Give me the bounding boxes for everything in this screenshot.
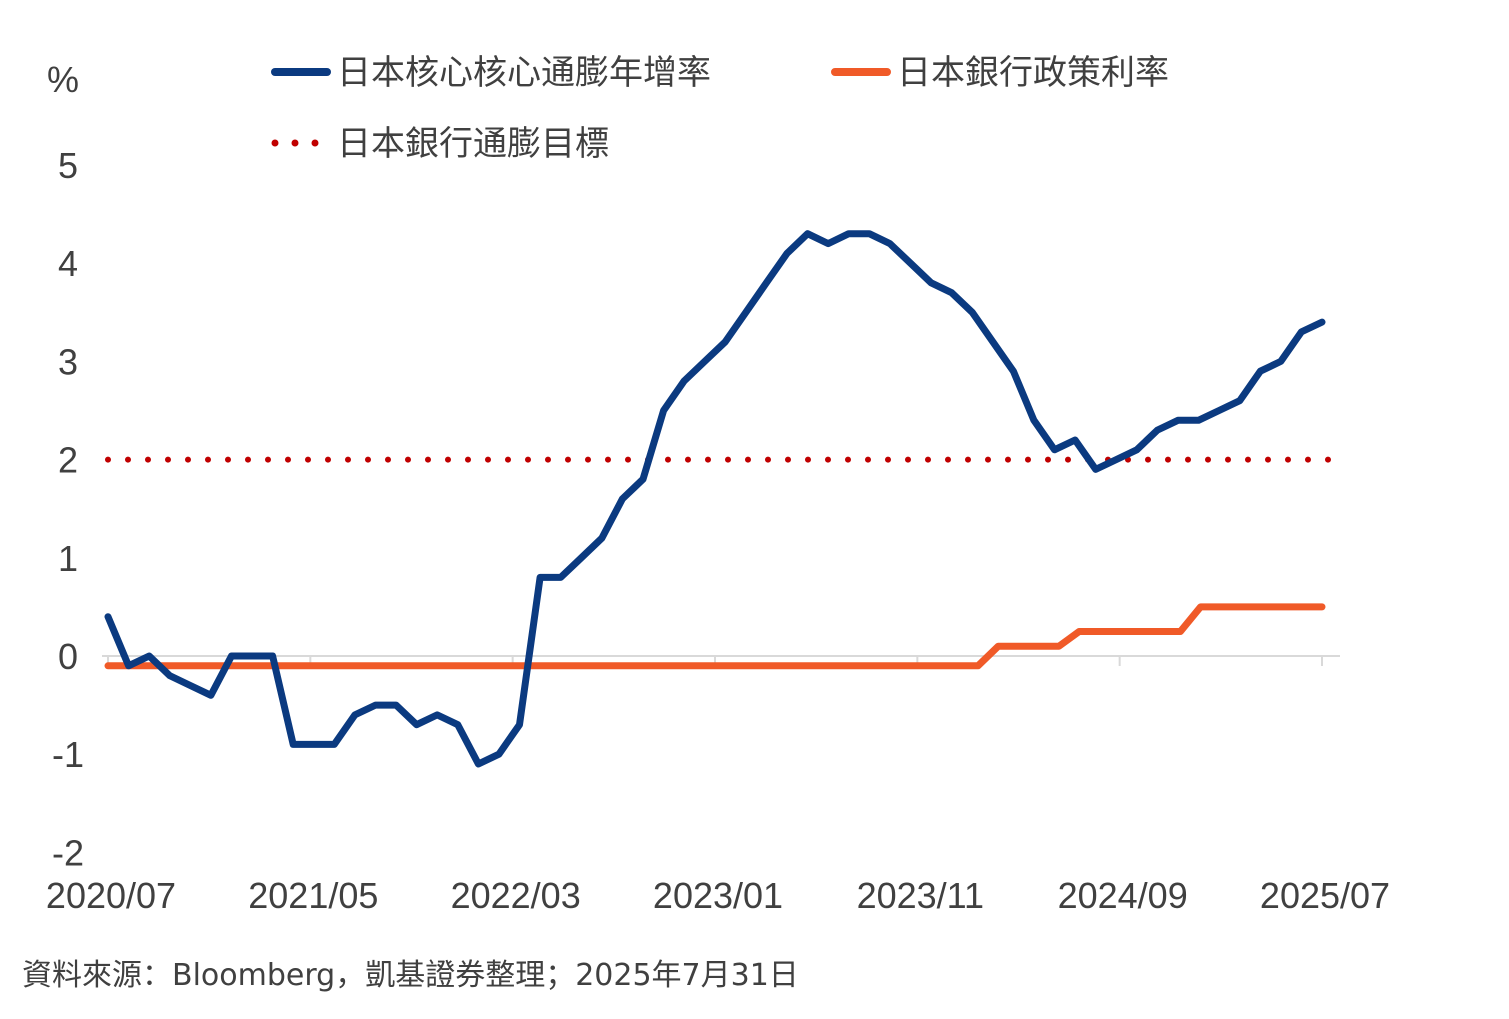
- legend-label: 日本銀行通膨目標: [337, 124, 609, 164]
- y-tick-label: 1: [58, 538, 78, 579]
- legend-label: 日本核心核心通膨年增率: [337, 53, 711, 93]
- x-tick-label: 2024/09: [1058, 875, 1188, 916]
- chart: % 5 4 3 2 1 0 -1 -2 2020/07 2021/05 2022/03 2023/0…: [46, 53, 1390, 916]
- y-tick-label: 5: [58, 145, 78, 186]
- x-tick-label: 2022/03: [451, 875, 581, 916]
- source-note: 資料來源：Bloomberg，凱基證券整理；2025年7月31日: [22, 958, 799, 993]
- y-tick-label: 0: [58, 636, 78, 677]
- y-tick-label: 3: [58, 341, 78, 382]
- x-tick-label: 2025/07: [1260, 875, 1390, 916]
- y-tick-label: 4: [58, 243, 78, 284]
- y-tick-label: -2: [52, 832, 84, 873]
- y-axis-ticks: 5 4 3 2 1 0 -1 -2: [52, 145, 84, 873]
- y-tick-label: -1: [52, 734, 84, 775]
- x-axis: 2020/07 2021/05 2022/03 2023/01 2023/11 2024/…: [46, 655, 1390, 916]
- series-line-core-inflation: [104, 230, 1326, 768]
- x-tick-label: 2023/01: [653, 875, 783, 916]
- x-tick-label: 2023/11: [857, 875, 984, 916]
- legend-label: 日本銀行政策利率: [897, 53, 1169, 93]
- x-tick-label: 2020/07: [46, 875, 176, 916]
- x-tick-label: 2021/05: [248, 875, 378, 916]
- y-tick-label: 2: [58, 440, 78, 481]
- series-line-policy-rate: [104, 603, 1326, 670]
- series-layer: [104, 230, 1337, 768]
- y-unit-label: %: [47, 59, 79, 100]
